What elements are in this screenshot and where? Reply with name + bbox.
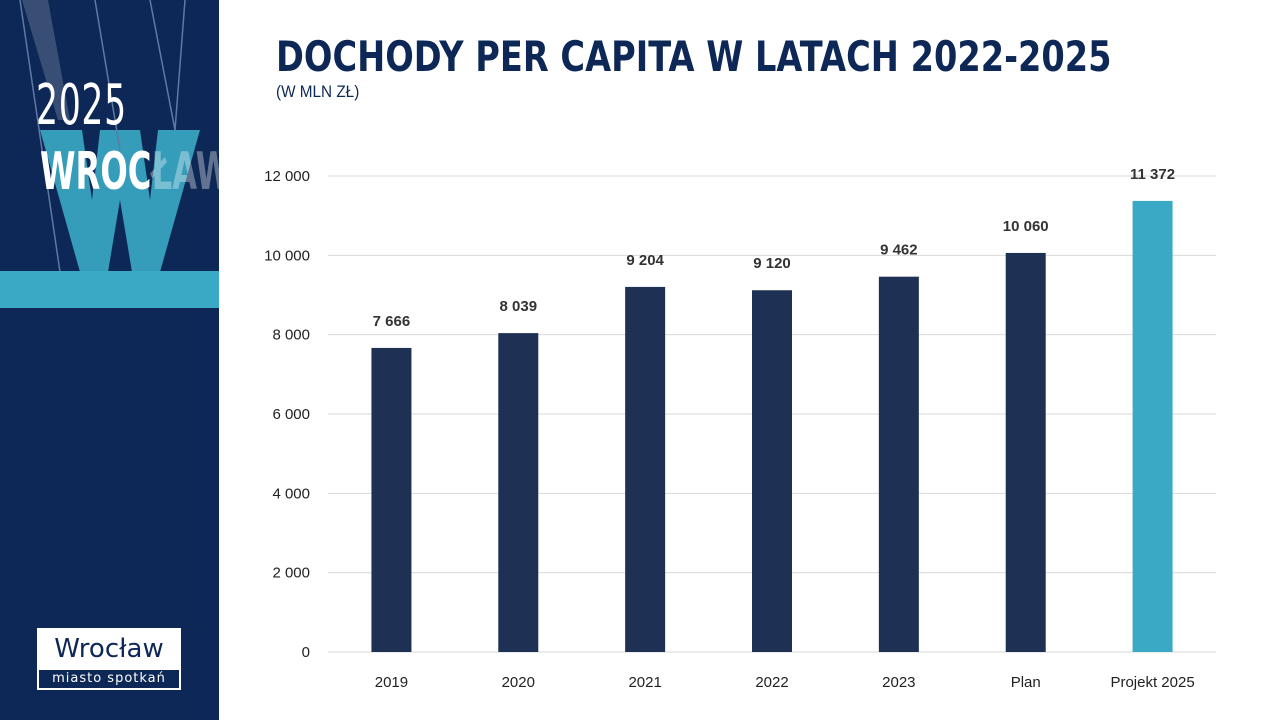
y-tick-label: 8 000: [272, 327, 310, 344]
logo-tagline: miasto spotkań: [39, 670, 179, 688]
y-tick-label: 12 000: [264, 168, 310, 185]
x-tick-label: Plan: [1011, 674, 1041, 691]
bar: [878, 276, 919, 652]
x-tick-label: Projekt 2025: [1110, 674, 1194, 691]
sidebar-year: 2025: [36, 73, 127, 138]
bar: [498, 333, 539, 652]
data-label: 11 372: [1130, 166, 1175, 183]
data-label: 9 204: [626, 252, 664, 269]
data-label: 9 120: [753, 255, 791, 272]
bar: [371, 347, 412, 652]
bar: [752, 290, 792, 652]
chart-title: DOCHODY PER CAPITA W LATACH 2022-2025: [276, 32, 1112, 81]
data-label: 8 039: [500, 298, 538, 315]
bar: [1005, 252, 1046, 652]
y-tick-label: 0: [302, 644, 310, 661]
x-tick-label: 2021: [628, 674, 661, 691]
data-label: 9 462: [880, 242, 918, 259]
logo-name: Wrocław: [39, 630, 179, 668]
bar: [1132, 200, 1173, 653]
y-tick-label: 10 000: [264, 247, 310, 264]
x-tick-label: 2019: [375, 674, 408, 691]
decorative-w-graphic: [19, 0, 200, 272]
wroclaw-logo: Wrocław miasto spotkań: [37, 628, 181, 690]
y-tick-label: 6 000: [272, 406, 310, 423]
sidebar-accent-band: [0, 271, 219, 308]
y-tick-label: 4 000: [272, 485, 310, 502]
x-tick-label: 2022: [755, 674, 788, 691]
chart-subtitle: (W MLN ZŁ): [276, 82, 360, 101]
x-tick-label: 2023: [882, 674, 915, 691]
bar: [625, 286, 666, 652]
sidebar-city-faded: ŁAW: [151, 142, 219, 202]
x-tick-label: 2020: [502, 674, 535, 691]
y-tick-label: 2 000: [272, 565, 310, 582]
sidebar-city-main: WROC: [40, 142, 152, 202]
data-label: 7 666: [373, 313, 411, 330]
data-label: 10 060: [1003, 218, 1049, 235]
